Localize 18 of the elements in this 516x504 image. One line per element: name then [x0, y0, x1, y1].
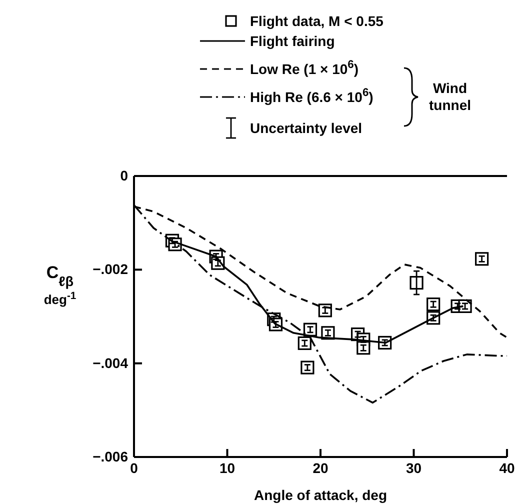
y-tick-label: −.002 — [92, 261, 128, 278]
text: Uncertainty level — [250, 120, 362, 136]
x-tick-label: 10 — [219, 460, 236, 476]
point — [410, 276, 424, 290]
x-tick-label: 0 — [130, 460, 138, 476]
y-tick-label: 0 — [120, 167, 128, 184]
x-axis-title: Angle of attack, deg — [254, 487, 388, 503]
legend-label: Flight fairing — [250, 33, 335, 49]
legend-label: Low Re (1 × 10$^{6}$) — [250, 59, 359, 77]
x-tick-label: 40 — [499, 460, 515, 476]
y-axis-title: C$_{ℓβ}$ deg$^{-1}$ — [44, 263, 76, 307]
x-tick-label: 20 — [312, 460, 328, 476]
y-tick-label: −.006 — [92, 448, 128, 464]
legend-label: High Re (6.6 × 10$^{6}$) — [250, 87, 374, 105]
legend-label: Flight data, M < 0.55 — [250, 13, 384, 29]
x-tick-label: 30 — [406, 460, 422, 476]
text: Wind tunnel — [429, 80, 471, 113]
y-tick-label: −.004 — [92, 354, 128, 371]
